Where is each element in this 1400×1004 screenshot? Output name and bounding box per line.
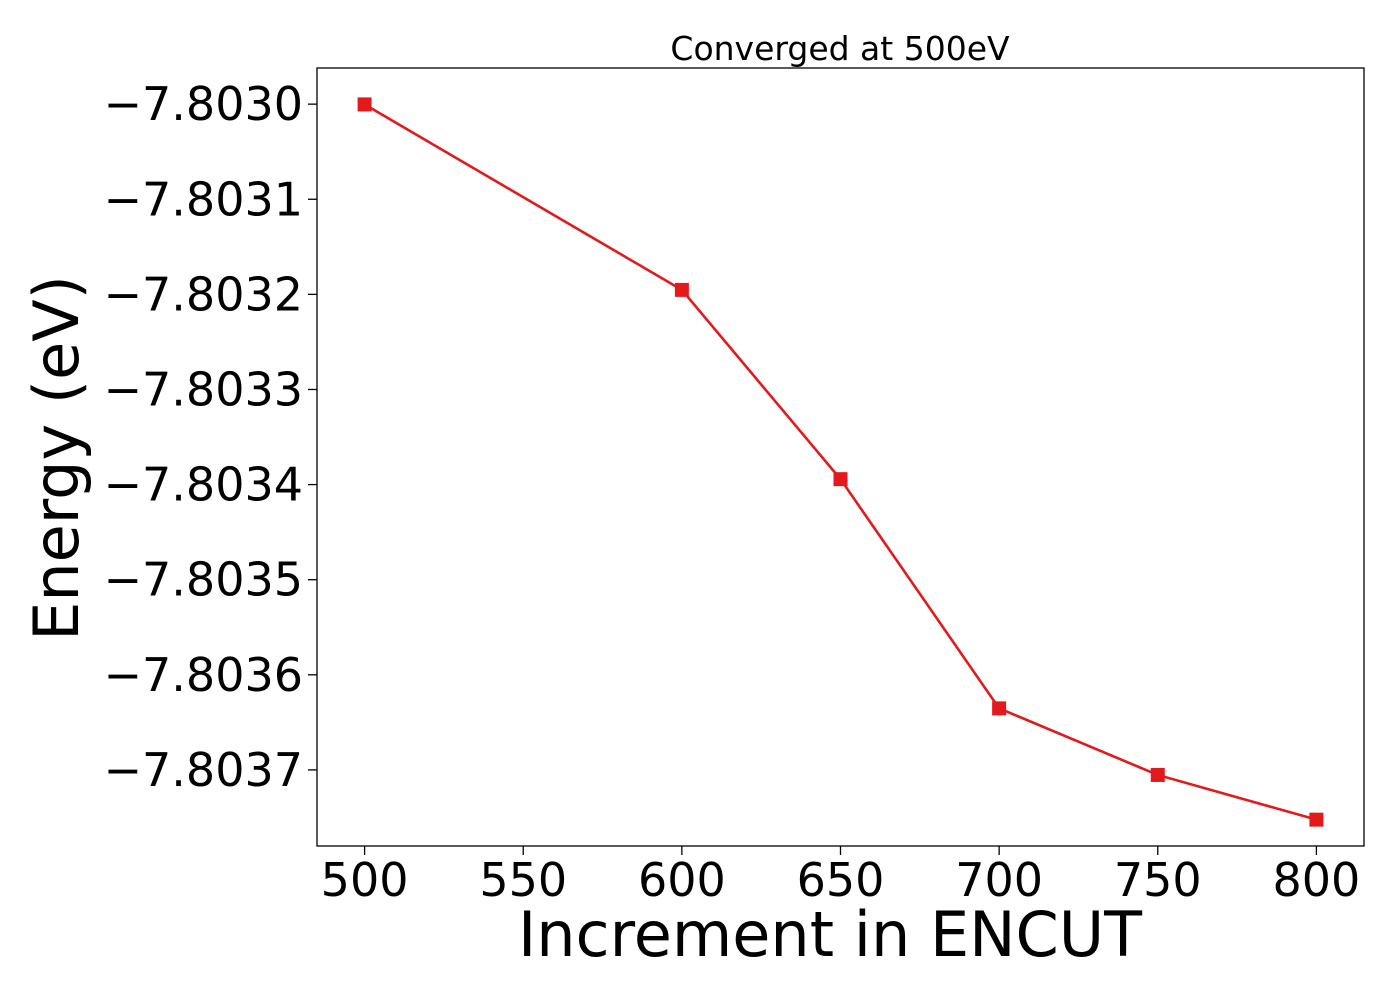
data-point-marker: [1309, 812, 1324, 827]
y-tick-label: −7.8030: [104, 77, 304, 131]
plot-frame: [316, 67, 1365, 847]
x-tick-label: 800: [1273, 853, 1361, 907]
data-point-marker: [1150, 767, 1165, 782]
x-tick-label: 500: [321, 853, 409, 907]
y-tick-label: −7.8036: [104, 648, 304, 702]
y-tick-label: −7.8031: [104, 172, 304, 226]
plot-area: 500 550 600 650 700 750 800 −7.8030 −7.8031 −7.80…: [104, 67, 1365, 907]
x-axis-title: Increment in ENCUT: [518, 898, 1143, 971]
x-tick-label: 550: [479, 853, 567, 907]
x-tick-label: 750: [1114, 853, 1202, 907]
data-point-marker: [992, 701, 1007, 716]
data-point-marker: [357, 97, 372, 112]
chart-title: Converged at 500eV: [670, 29, 1010, 68]
y-tick-label: −7.8032: [104, 267, 304, 321]
y-tick-label: −7.8035: [104, 553, 304, 607]
x-tick-label: 700: [955, 853, 1043, 907]
y-axis-title: Energy (eV): [20, 275, 93, 641]
y-tick-label: −7.8037: [104, 743, 304, 797]
series-line: [363, 103, 1317, 821]
data-point-marker: [833, 472, 848, 487]
y-tick-label: −7.8034: [104, 458, 304, 512]
x-tick-label: 600: [638, 853, 726, 907]
data-point-marker: [674, 282, 689, 297]
x-tick-label: 650: [797, 853, 885, 907]
y-tick-label: −7.8033: [104, 362, 304, 416]
